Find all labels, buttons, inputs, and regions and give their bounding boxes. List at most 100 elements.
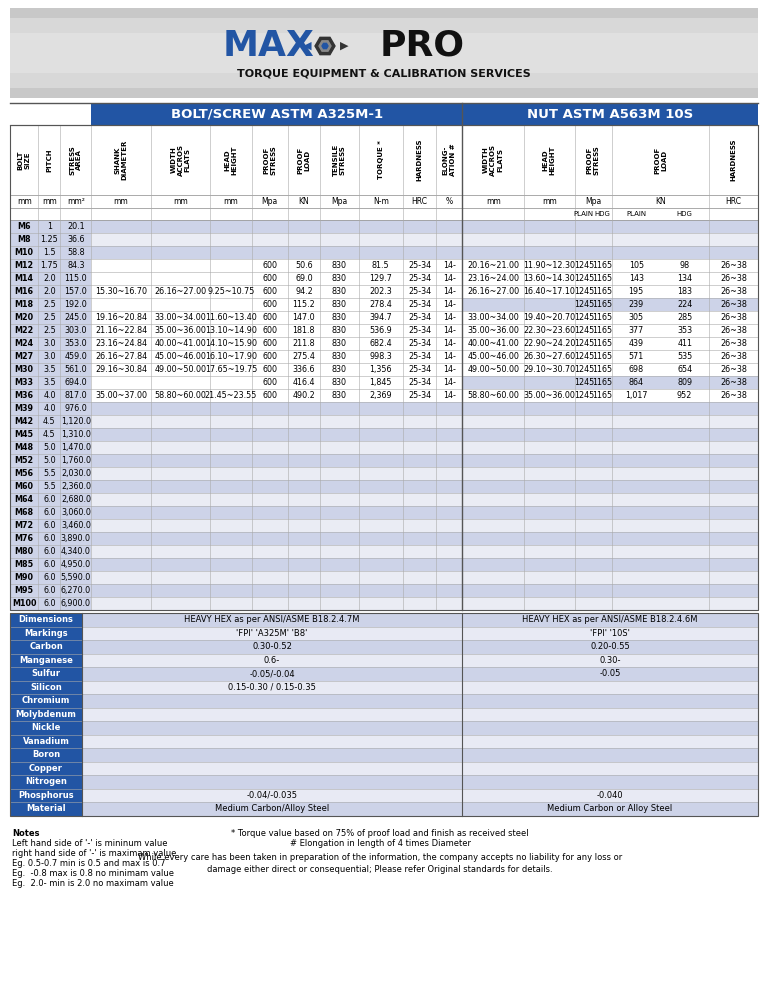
Text: Copper: Copper <box>29 763 63 772</box>
Text: 682.4: 682.4 <box>369 339 392 348</box>
Text: 490.2: 490.2 <box>293 391 316 400</box>
Text: Sulfur: Sulfur <box>31 669 61 678</box>
Text: M45: M45 <box>15 430 34 439</box>
Text: 14-: 14- <box>443 352 455 361</box>
Bar <box>10 480 91 493</box>
Bar <box>462 311 758 324</box>
Text: 6.0: 6.0 <box>43 521 55 530</box>
Text: 6.0: 6.0 <box>43 560 55 569</box>
Text: 830: 830 <box>332 378 347 387</box>
Text: 33.00~34.00: 33.00~34.00 <box>154 313 207 322</box>
Text: 2.5: 2.5 <box>43 313 56 322</box>
Bar <box>91 571 462 584</box>
Text: 25-34: 25-34 <box>408 287 431 296</box>
Text: 11.90~12.30: 11.90~12.30 <box>523 261 575 270</box>
Text: 439: 439 <box>629 339 644 348</box>
Text: 115.0: 115.0 <box>65 274 88 283</box>
Text: 21.45~23.55: 21.45~23.55 <box>205 391 257 400</box>
Bar <box>91 558 462 571</box>
Text: 14-: 14- <box>443 378 455 387</box>
Text: TENSILE
STRESS: TENSILE STRESS <box>333 144 346 176</box>
Text: 305: 305 <box>629 313 644 322</box>
Bar <box>10 748 82 761</box>
Text: 35.00~36.00: 35.00~36.00 <box>524 391 575 400</box>
Text: 29.10~30.70: 29.10~30.70 <box>523 365 575 374</box>
Bar <box>462 363 758 376</box>
Text: M8: M8 <box>18 235 31 244</box>
Text: 26~38: 26~38 <box>720 378 747 387</box>
Text: 6.0: 6.0 <box>43 495 55 504</box>
Bar <box>10 761 82 775</box>
Text: 6.0: 6.0 <box>43 534 55 543</box>
Text: M24: M24 <box>15 339 34 348</box>
Text: KN: KN <box>299 197 310 206</box>
Text: right hand side of '-' is maximam value: right hand side of '-' is maximam value <box>12 850 177 859</box>
Text: 20.16~21.00: 20.16~21.00 <box>467 261 519 270</box>
Text: 115.2: 115.2 <box>293 300 316 309</box>
Text: 535: 535 <box>677 352 692 361</box>
Text: 3,460.0: 3,460.0 <box>61 521 91 530</box>
Text: Medium Carbon/Alloy Steel: Medium Carbon/Alloy Steel <box>215 804 329 813</box>
Text: 25-34: 25-34 <box>408 300 431 309</box>
Text: -0.04/-0.035: -0.04/-0.035 <box>247 791 297 800</box>
Bar <box>462 667 758 681</box>
Text: 303.0: 303.0 <box>65 326 87 335</box>
Text: mm: mm <box>486 197 501 206</box>
Bar <box>91 233 462 246</box>
Text: PRO: PRO <box>380 29 465 63</box>
Text: 1.75: 1.75 <box>41 261 58 270</box>
Bar <box>10 18 758 88</box>
Bar <box>462 428 758 441</box>
Text: 147.0: 147.0 <box>293 313 315 322</box>
Text: 654: 654 <box>677 365 692 374</box>
Text: 69.0: 69.0 <box>295 274 313 283</box>
Text: PITCH: PITCH <box>46 148 52 172</box>
Text: M64: M64 <box>15 495 34 504</box>
Text: 0.30-: 0.30- <box>599 656 621 665</box>
Text: 245.0: 245.0 <box>65 313 88 322</box>
Text: 571: 571 <box>629 352 644 361</box>
Bar <box>10 626 82 640</box>
Bar <box>10 506 91 519</box>
Text: 1165: 1165 <box>593 287 613 296</box>
Text: 4.0: 4.0 <box>43 404 55 413</box>
Bar <box>10 8 758 98</box>
Text: Phosphorus: Phosphorus <box>18 791 74 800</box>
Text: 2,030.0: 2,030.0 <box>61 469 91 478</box>
Text: 536.9: 536.9 <box>369 326 392 335</box>
Bar <box>91 506 462 519</box>
Text: Mpa: Mpa <box>585 197 601 206</box>
Bar <box>462 415 758 428</box>
Text: 600: 600 <box>262 326 277 335</box>
Text: 26~38: 26~38 <box>720 365 747 374</box>
Text: M100: M100 <box>12 599 36 608</box>
Text: -0.05/-0.04: -0.05/-0.04 <box>250 669 295 678</box>
Text: 25-34: 25-34 <box>408 261 431 270</box>
Text: mm: mm <box>223 197 238 206</box>
Text: 13.60~14.30: 13.60~14.30 <box>524 274 575 283</box>
Text: PROOF
STRESS: PROOF STRESS <box>263 145 276 175</box>
Text: Medium Carbon or Alloy Steel: Medium Carbon or Alloy Steel <box>548 804 673 813</box>
Text: 830: 830 <box>332 339 347 348</box>
Bar <box>91 454 462 467</box>
Text: 16.10~17.90: 16.10~17.90 <box>205 352 257 361</box>
Text: 2.0: 2.0 <box>43 287 56 296</box>
Text: 16.40~17.10: 16.40~17.10 <box>524 287 575 296</box>
Text: 0.6-: 0.6- <box>264 656 280 665</box>
Bar <box>10 311 91 324</box>
Text: 25-34: 25-34 <box>408 274 431 283</box>
Text: mm: mm <box>42 197 57 206</box>
Bar <box>10 220 91 233</box>
Text: NUT ASTM A563M 10S: NUT ASTM A563M 10S <box>527 107 694 120</box>
Text: 224: 224 <box>677 300 692 309</box>
Bar <box>462 441 758 454</box>
Text: 15.30~16.70: 15.30~16.70 <box>95 287 147 296</box>
Text: 278.4: 278.4 <box>369 300 392 309</box>
Text: 285: 285 <box>677 313 692 322</box>
Text: 81.5: 81.5 <box>372 261 389 270</box>
Text: M52: M52 <box>15 456 34 465</box>
Text: Manganese: Manganese <box>19 656 73 665</box>
Bar <box>10 285 91 298</box>
Text: 9.25~10.75: 9.25~10.75 <box>207 287 255 296</box>
Bar <box>91 597 462 610</box>
